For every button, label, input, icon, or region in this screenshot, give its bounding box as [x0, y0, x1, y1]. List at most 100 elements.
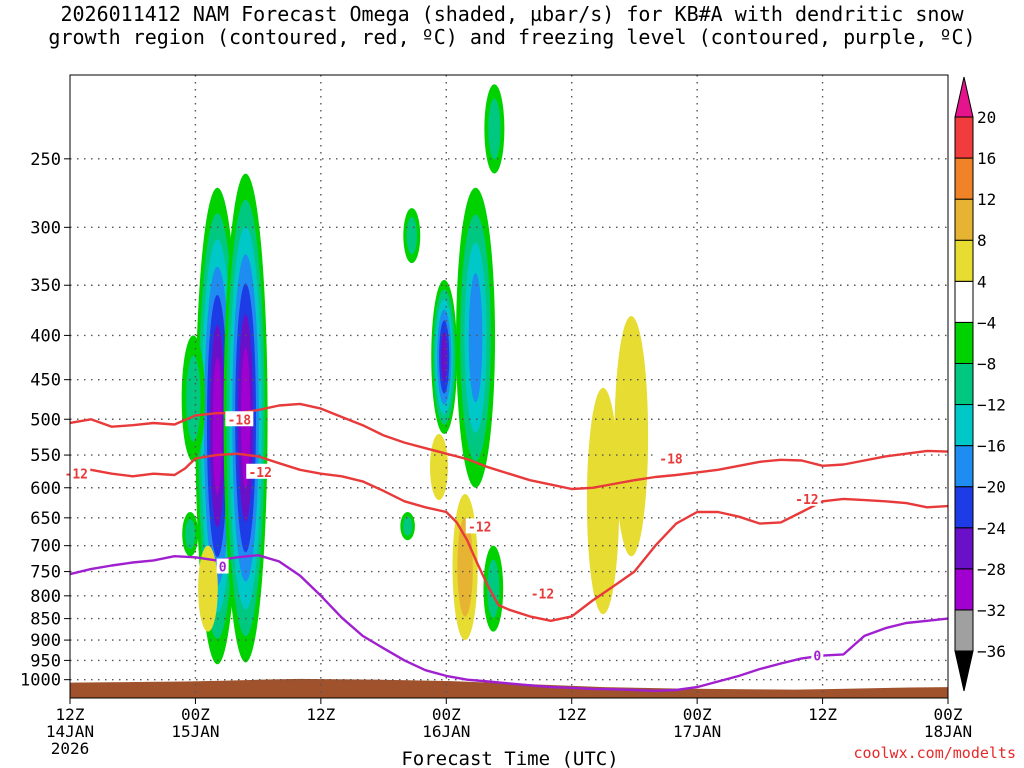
y-tick-label-400: 400 — [30, 326, 61, 346]
y-tick-label-850: 850 — [30, 610, 61, 630]
x-tick-label-7-1: 18JAN — [924, 722, 972, 741]
omega-region-0-level-6 — [212, 357, 223, 495]
colorbar-box-1 — [954, 568, 974, 611]
colorbar-label--20: −20 — [977, 478, 1006, 497]
y-tick-label-600: 600 — [30, 479, 61, 499]
y-tick-label-700: 700 — [30, 537, 61, 557]
contour-label-2: -12 — [248, 466, 271, 481]
contour-line-1 — [70, 452, 948, 622]
credit-link[interactable]: coolwx.com/modelts — [853, 744, 1016, 762]
chart-title-line-2: growth region (contoured, red, ºC) and f… — [48, 25, 976, 49]
terrain-layer — [70, 678, 948, 698]
y-tick-label-950: 950 — [30, 651, 61, 671]
colorbar-bottom-triangle — [954, 650, 974, 692]
omega-shading-layer — [181, 84, 649, 665]
contour-layer — [70, 402, 948, 692]
contour-label-bg-8 — [811, 647, 824, 663]
colorbar-box-4 — [954, 445, 974, 488]
x-tick-label-5-0: 00Z — [683, 705, 712, 724]
x-tick-label-0-2: 2026 — [51, 739, 90, 758]
x-tick-label-7-0: 00Z — [934, 705, 963, 724]
colorbar-box-2 — [954, 527, 974, 570]
omega-region-4-level-1 — [185, 519, 196, 550]
contour-label-1: -12 — [65, 468, 88, 483]
colorbar-box-6 — [954, 362, 974, 406]
x-tick-label-1-1: 15JAN — [171, 722, 219, 741]
contour-label-6: -12 — [795, 493, 818, 508]
x-tick-label-3-0: 00Z — [432, 705, 461, 724]
x-axis-label: Forecast Time (UTC) — [401, 748, 618, 768]
colorbar-label-20: 20 — [977, 108, 996, 127]
colorbar-box-9 — [954, 239, 974, 282]
y-tick-label-550: 550 — [30, 446, 61, 466]
chart-title-line-1: 2026011412 NAM Forecast Omega (shaded, µ… — [60, 2, 964, 26]
y-tick-label-900: 900 — [30, 631, 61, 651]
omega-region-2-level-0 — [198, 545, 218, 632]
omega-region-3-level-1 — [186, 355, 201, 442]
colorbar-label-12: 12 — [977, 190, 996, 209]
omega-region-12-level-0 — [429, 433, 448, 501]
y-tick-label-750: 750 — [30, 563, 61, 583]
contour-label-bg-4 — [528, 585, 557, 601]
omega-region-7-level-5 — [441, 332, 448, 382]
x-tick-label-4-0: 12Z — [557, 705, 586, 724]
y-tick-label-450: 450 — [30, 371, 61, 391]
contour-label-4: -12 — [531, 587, 554, 602]
plot-frame — [69, 74, 949, 699]
x-tick-label-0-1: 14JAN — [46, 722, 94, 741]
omega-region-8-level-3 — [468, 273, 483, 403]
x-tick-label-6-0: 12Z — [808, 705, 837, 724]
contour-label-5: -18 — [659, 452, 683, 467]
contour-label-bg-2 — [246, 463, 275, 479]
y-tick-label-800: 800 — [30, 587, 61, 607]
contour-label-3: -12 — [468, 520, 491, 535]
colorbar-label--4: −4 — [977, 313, 996, 332]
x-tick-label-5-1: 17JAN — [673, 722, 721, 741]
contour-label-bg-3 — [465, 518, 494, 534]
x-tick-label-3-1: 16JAN — [422, 722, 470, 741]
y-tick-label-350: 350 — [30, 276, 61, 296]
colorbar-label--12: −12 — [977, 396, 1006, 415]
omega-region-14-level-0 — [614, 316, 649, 557]
terrain-fill — [70, 678, 948, 698]
contour-label-7: 0 — [219, 561, 227, 576]
colorbar-label--28: −28 — [977, 560, 1006, 579]
colorbar-box-12 — [954, 116, 974, 159]
omega-region-6-level-1 — [403, 516, 413, 536]
colorbar-box-11 — [954, 157, 974, 200]
contour-label-8: 0 — [813, 650, 821, 665]
colorbar-label--24: −24 — [977, 519, 1006, 538]
y-axis: 2503003504004505005506006507007508008509… — [20, 150, 70, 691]
colorbar-box-7 — [954, 321, 974, 364]
colorbar-label-4: 4 — [977, 272, 987, 291]
contour-label-bg-1 — [62, 465, 91, 481]
colorbar-top-triangle — [954, 76, 974, 118]
contour-line-2 — [70, 554, 948, 692]
colorbar-label--8: −8 — [977, 354, 996, 373]
colorbar-box-5 — [954, 404, 974, 447]
contour-label-bg-5 — [657, 450, 686, 466]
colorbar-label--16: −16 — [977, 437, 1006, 456]
colorbar-box-10 — [954, 198, 974, 241]
y-tick-label-1000: 1000 — [20, 671, 61, 691]
x-tick-label-2-0: 12Z — [306, 705, 335, 724]
colorbar: −36 −32 −28 −24 −20 −16 −12 −8 −4 4 8 12 16 20 — [954, 76, 1006, 692]
contour-line-0 — [70, 402, 948, 491]
y-tick-label-300: 300 — [30, 218, 61, 238]
contour-label-bg-0 — [225, 411, 254, 427]
colorbar-box-3 — [954, 486, 974, 529]
contour-labels: -18 -12 -12 -12 -12 -18 -12 0 0 — [62, 411, 824, 665]
omega-region-13-level-0 — [586, 387, 620, 615]
contour-label-bg-7 — [216, 558, 229, 574]
colorbar-label--36: −36 — [977, 642, 1006, 661]
colorbar-box-0 — [954, 609, 974, 652]
x-tick-label-1-0: 00Z — [181, 705, 210, 724]
colorbar-box-8 — [954, 280, 974, 323]
colorbar-label--32: −32 — [977, 601, 1006, 620]
x-tick-label-0-0: 12Z — [56, 705, 85, 724]
contour-label-bg-6 — [792, 490, 821, 506]
omega-region-5-level-1 — [406, 216, 418, 255]
colorbar-label-8: 8 — [977, 231, 987, 250]
